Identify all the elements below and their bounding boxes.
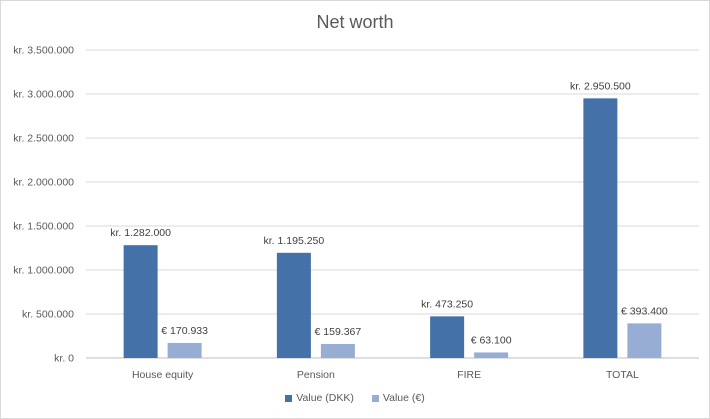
x-tick-label: TOTAL (606, 369, 639, 381)
chart-legend: Value (DKK) Value (€) (1, 392, 709, 404)
bar-eur (627, 323, 662, 358)
bar-dkk (583, 98, 618, 358)
y-tick-label: kr. 1.000.000 (13, 265, 74, 277)
data-label: kr. 1.195.250 (264, 235, 325, 247)
y-tick-label: kr. 2.500.000 (13, 133, 74, 145)
y-tick-label: kr. 2.000.000 (13, 177, 74, 189)
data-label: € 63.100 (471, 334, 512, 346)
y-tick-label: kr. 1.500.000 (13, 221, 74, 233)
y-tick-label: kr. 3.000.000 (13, 89, 74, 101)
y-tick-label: kr. 500.000 (22, 309, 74, 321)
data-label: kr. 473.250 (421, 298, 473, 310)
bar-dkk (123, 245, 158, 358)
data-label: kr. 1.282.000 (110, 227, 171, 239)
legend-label-dkk: Value (DKK) (296, 392, 354, 404)
y-tick-label: kr. 0 (54, 353, 74, 365)
bar-eur (167, 342, 202, 358)
data-label: € 393.400 (621, 305, 668, 317)
legend-swatch-dkk (285, 394, 293, 402)
bar-dkk (276, 252, 311, 358)
x-tick-label: FIRE (457, 369, 481, 381)
data-label: kr. 2.950.500 (570, 80, 631, 92)
bar-dkk (430, 316, 465, 358)
legend-swatch-eur (371, 394, 379, 402)
legend-item-dkk: Value (DKK) (285, 392, 354, 404)
bar-eur (474, 352, 509, 358)
legend-item-eur: Value (€) (371, 392, 425, 404)
chart-title: Net worth (316, 12, 394, 32)
y-tick-label: kr. 3.500.000 (13, 45, 74, 57)
legend-label-eur: Value (€) (382, 392, 425, 404)
bar-eur (320, 343, 355, 358)
x-tick-label: House equity (132, 369, 194, 381)
x-tick-label: Pension (297, 369, 335, 381)
data-label: € 170.933 (161, 325, 208, 337)
data-label: € 159.367 (315, 326, 362, 338)
